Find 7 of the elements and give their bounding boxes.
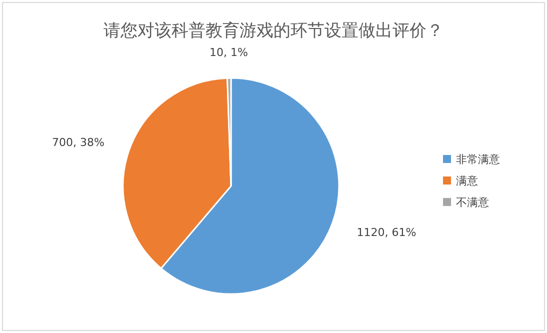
legend-label: 满意 xyxy=(456,174,478,188)
data-label: 700, 38% xyxy=(52,136,104,149)
data-label: 1120, 61% xyxy=(356,226,416,240)
data-label: 10, 1% xyxy=(209,46,248,60)
chart-title: 请您对该科普教育游戏的环节设置做出评价？ xyxy=(104,21,444,41)
legend-label: 非常满意 xyxy=(456,153,500,166)
legend-label: 不满意 xyxy=(456,196,489,209)
